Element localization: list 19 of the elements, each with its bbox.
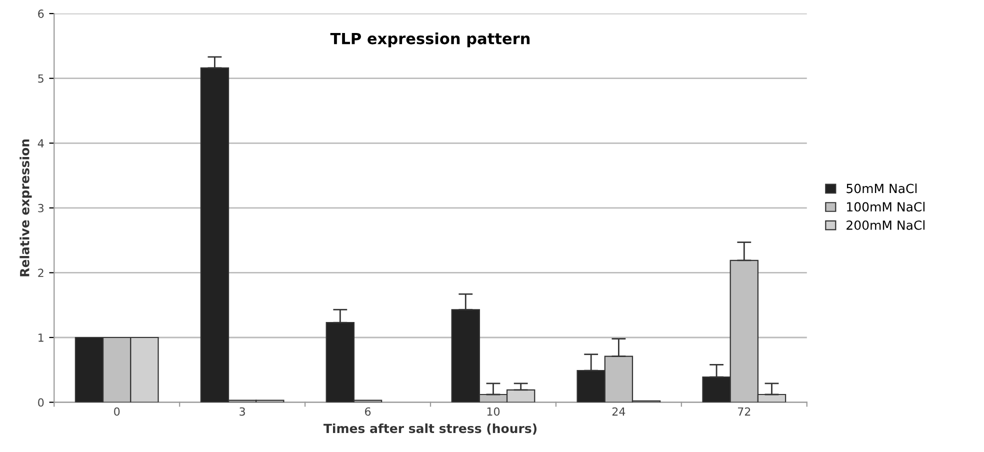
x-tick-label: 24 xyxy=(612,407,626,416)
y-tick-label: 2 xyxy=(38,268,44,277)
text: TLP expression pattern xyxy=(330,32,530,48)
y-tick-label: 5 xyxy=(38,74,44,83)
y-tick-label: 1 xyxy=(38,334,44,342)
x-tick-label: 72 xyxy=(738,407,750,416)
x-tick-label: 3 xyxy=(240,407,245,416)
x-axis-title: Times after salt stress (hours) xyxy=(323,423,536,435)
x-tick-label: 6 xyxy=(365,407,371,416)
y-tick-label: 4 xyxy=(38,139,44,148)
x-tick-label: 0 xyxy=(114,407,120,416)
y-tick-label: 6 xyxy=(38,10,44,18)
y-tick-label: 3 xyxy=(38,204,44,212)
legend-label: 50mM NaCl xyxy=(846,184,917,194)
legend-label: 100mM NaCl xyxy=(847,202,924,212)
y-tick-label: 0 xyxy=(38,398,44,407)
x-tick-label: 10 xyxy=(487,407,500,416)
legend-label: 200mM NaCl xyxy=(846,220,924,230)
y-axis-title: Relative expression xyxy=(20,139,32,276)
